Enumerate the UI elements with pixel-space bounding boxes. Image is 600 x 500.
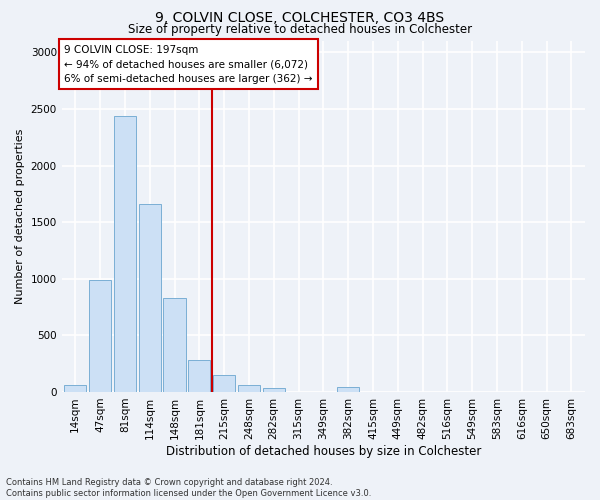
Text: 9, COLVIN CLOSE, COLCHESTER, CO3 4BS: 9, COLVIN CLOSE, COLCHESTER, CO3 4BS [155, 11, 445, 25]
Bar [263, 388, 285, 392]
X-axis label: Distribution of detached houses by size in Colchester: Distribution of detached houses by size … [166, 444, 481, 458]
Bar [64, 385, 86, 392]
Text: Contains HM Land Registry data © Crown copyright and database right 2024.
Contai: Contains HM Land Registry data © Crown c… [6, 478, 371, 498]
Text: 9 COLVIN CLOSE: 197sqm
← 94% of detached houses are smaller (6,072)
6% of semi-d: 9 COLVIN CLOSE: 197sqm ← 94% of detached… [64, 44, 313, 84]
Bar [114, 116, 136, 392]
Bar [139, 204, 161, 392]
Bar [337, 388, 359, 392]
Text: Size of property relative to detached houses in Colchester: Size of property relative to detached ho… [128, 22, 472, 36]
Bar [238, 385, 260, 392]
Y-axis label: Number of detached properties: Number of detached properties [15, 129, 25, 304]
Bar [89, 280, 111, 392]
Bar [213, 375, 235, 392]
Bar [188, 360, 211, 392]
Bar [163, 298, 185, 392]
